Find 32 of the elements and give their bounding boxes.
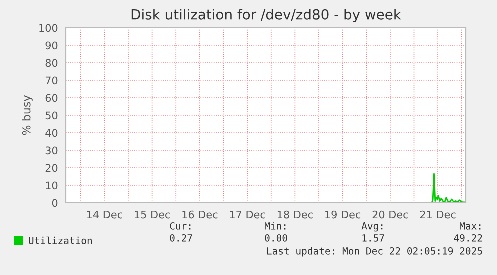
y-tick-label: 20 xyxy=(46,164,58,172)
y-tick-label: 80 xyxy=(46,59,58,68)
x-tick-label: 18 Dec xyxy=(278,210,313,219)
text: 1.57 xyxy=(362,234,384,242)
text: Cur: xyxy=(170,222,191,230)
line-series xyxy=(431,173,466,203)
y-tick-label: 60 xyxy=(46,94,58,102)
y-tick-label: 0 xyxy=(52,199,58,208)
x-tick-label: 17 Dec xyxy=(230,210,266,219)
text: Min: xyxy=(264,222,286,230)
y-tick-label: 10 xyxy=(46,182,58,190)
text: 0.27 xyxy=(170,234,192,242)
x-tick-label: 21 Dec xyxy=(420,210,456,219)
legend-label: Utilization xyxy=(29,236,92,244)
x-tick-label: 14 Dec xyxy=(87,210,122,219)
y-tick-label: 90 xyxy=(46,42,58,50)
text: Max: xyxy=(460,222,481,230)
y-axis-title: % busy xyxy=(22,96,33,136)
x-tick-label: 16 Dec xyxy=(182,210,218,219)
text: Last update: Mon Dec 22 02:05:19 2025 xyxy=(267,247,482,257)
text: 49.22 xyxy=(454,234,482,242)
y-tick-label: 70 xyxy=(46,76,58,85)
x-tick-label: 15 Dec xyxy=(135,210,170,219)
y-tick-label: 50 xyxy=(46,112,58,120)
y-tick-label: 100 xyxy=(40,24,58,32)
text: Avg: xyxy=(362,222,383,232)
y-tick-label: 40 xyxy=(46,129,58,138)
x-tick-label: 20 Dec xyxy=(372,210,408,219)
chart-title: Disk utilization for /dev/zd80 - by week xyxy=(132,9,402,23)
y-tick-label: 30 xyxy=(46,146,58,155)
x-tick-label: 19 Dec xyxy=(326,210,361,219)
text: 0.00 xyxy=(265,234,288,242)
